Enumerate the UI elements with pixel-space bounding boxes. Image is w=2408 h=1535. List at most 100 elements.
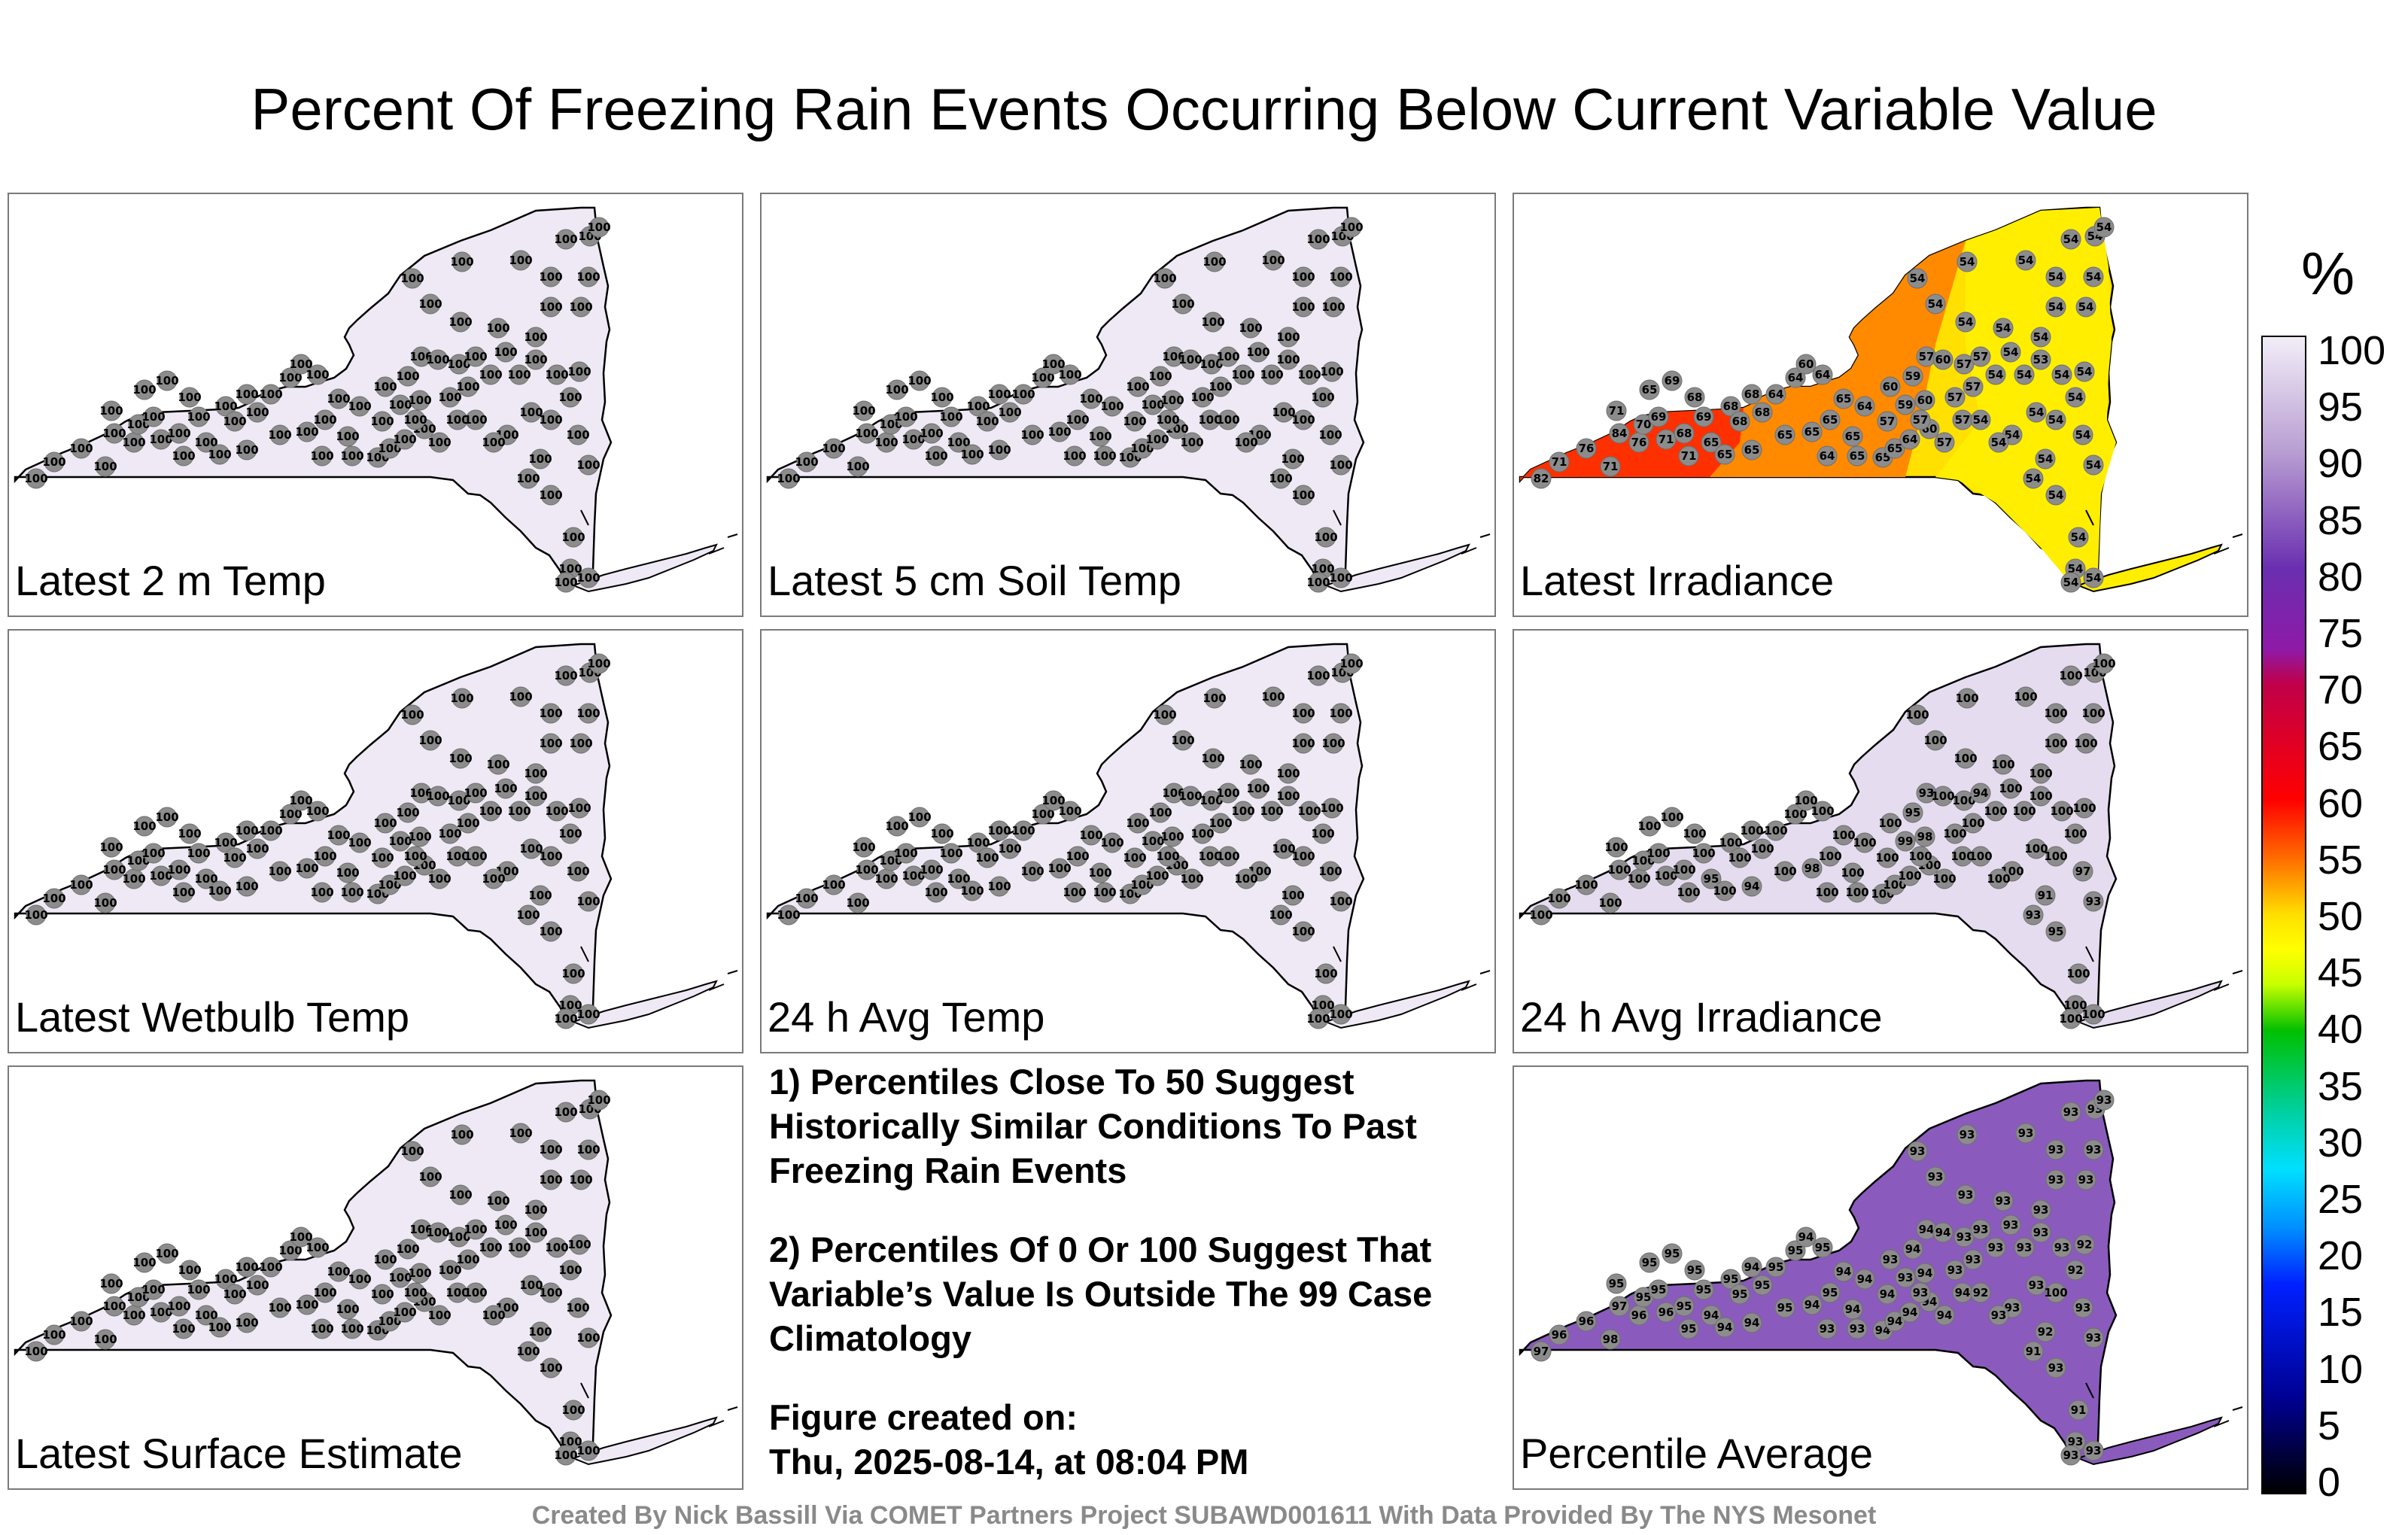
station-value: 100: [482, 1309, 505, 1322]
station-marker: [1090, 862, 1111, 883]
station-marker: [1899, 1302, 1920, 1323]
map-panel-latest-2m-temp: 100 100 100 100 100 100 100 100 100 100 100 100 100 1…: [8, 193, 743, 617]
station-marker: [1752, 1275, 1773, 1296]
station-marker: [1932, 349, 1953, 370]
station-value: 65: [1777, 428, 1793, 442]
station-marker: [1880, 1249, 1901, 1270]
station-value: 100: [268, 1301, 291, 1315]
station-value: 100: [268, 865, 291, 878]
station-marker: [1233, 801, 1254, 822]
station-value: 71: [1681, 449, 1697, 463]
station-value: 100: [507, 368, 531, 381]
station-value: 100: [373, 1253, 397, 1266]
shaded-region-yellow: [1935, 208, 2116, 585]
station-marker: [1774, 424, 1795, 445]
station-value: 100: [378, 878, 401, 892]
station-marker: [1907, 1141, 1928, 1162]
station-value: 100: [1047, 862, 1071, 875]
station-value: 100: [1923, 734, 1947, 747]
station-value: 100: [1320, 365, 1343, 378]
station-marker: [1895, 394, 1916, 415]
station-value: 94: [1905, 1242, 1921, 1256]
station-marker: [101, 1273, 122, 1294]
station-value: 100: [576, 571, 600, 585]
station-marker: [1293, 409, 1314, 430]
station-value: 100: [418, 297, 442, 311]
station-value: 100: [409, 1223, 433, 1236]
station-marker: [209, 1317, 230, 1338]
station-marker: [569, 1234, 590, 1255]
station-marker: [2035, 885, 2056, 906]
station-marker: [1049, 421, 1070, 442]
station-marker: [570, 296, 591, 318]
station-marker: [2051, 1237, 2072, 1258]
station-marker: [1910, 1282, 1931, 1303]
station-value: 100: [1818, 850, 1841, 863]
station-marker: [1293, 846, 1314, 867]
station-value: 100: [223, 1287, 246, 1301]
station-value: 94: [1935, 1226, 1951, 1239]
station-value: 100: [388, 398, 412, 412]
station-marker: [1895, 1267, 1916, 1288]
station-marker: [555, 572, 576, 593]
station-marker: [1910, 846, 1931, 867]
station-marker: [236, 1257, 257, 1278]
station-marker: [1032, 804, 1054, 825]
station-marker: [1531, 1341, 1552, 1362]
station-marker: [1714, 880, 1735, 901]
station-value: 100: [1306, 1012, 1330, 1026]
station-marker: [150, 1302, 172, 1323]
station-value: 92: [2077, 1238, 2093, 1251]
station-marker: [2015, 1123, 2036, 1144]
station-marker: [525, 763, 546, 784]
station-marker: [2072, 861, 2093, 882]
station-value: 57: [1947, 391, 1963, 404]
station-value: 100: [558, 391, 582, 404]
station-marker: [2083, 1440, 2104, 1461]
station-value: 100: [464, 413, 487, 427]
station-value: 100: [930, 391, 953, 404]
station-value: 100: [327, 1265, 350, 1278]
station-value: 100: [569, 300, 592, 314]
station-value: 100: [1853, 836, 1876, 850]
station-marker: [1932, 1222, 1953, 1243]
station-marker: [1934, 1305, 1955, 1326]
station-value: 54: [2096, 220, 2112, 234]
station-marker: [397, 366, 418, 387]
station-marker: [1202, 312, 1224, 333]
station-marker: [1218, 783, 1239, 804]
station-marker: [540, 1139, 561, 1160]
station-value: 100: [268, 428, 291, 442]
station-value: 100: [524, 789, 547, 803]
station-value: 100: [539, 925, 562, 938]
station-marker: [2045, 266, 2066, 287]
station-marker: [2030, 349, 2051, 370]
station-marker: [1684, 387, 1705, 408]
station-value: 94: [1717, 1321, 1733, 1334]
coastline-fragment: [1479, 970, 1491, 974]
station-marker: [1049, 858, 1070, 879]
station-value: 100: [1162, 786, 1185, 800]
station-marker: [394, 865, 415, 886]
station-value: 60: [1798, 357, 1814, 371]
created-date: Thu, 2025-08-14, at 08:04 PM: [769, 1442, 1249, 1482]
station-marker: [1956, 688, 1978, 709]
station-marker: [903, 429, 924, 450]
station-value: 100: [187, 410, 210, 424]
station-marker: [1985, 364, 2006, 385]
station-value: 100: [2092, 657, 2115, 670]
station-value: 93: [2048, 1173, 2064, 1187]
station-marker: [909, 807, 930, 828]
station-marker: [296, 858, 318, 879]
station-value: 100: [939, 847, 962, 860]
station-value: 98: [1804, 862, 1820, 875]
station-marker: [1639, 816, 1660, 837]
station-value: 54: [1958, 315, 1974, 329]
station-value: 100: [1961, 816, 1984, 830]
station-value: 100: [1306, 576, 1330, 589]
station-marker: [778, 468, 799, 489]
station-marker: [188, 406, 209, 427]
station-value: 100: [554, 669, 577, 682]
station-marker: [941, 843, 962, 864]
colorbar-tick-label: 100: [2318, 328, 2386, 373]
